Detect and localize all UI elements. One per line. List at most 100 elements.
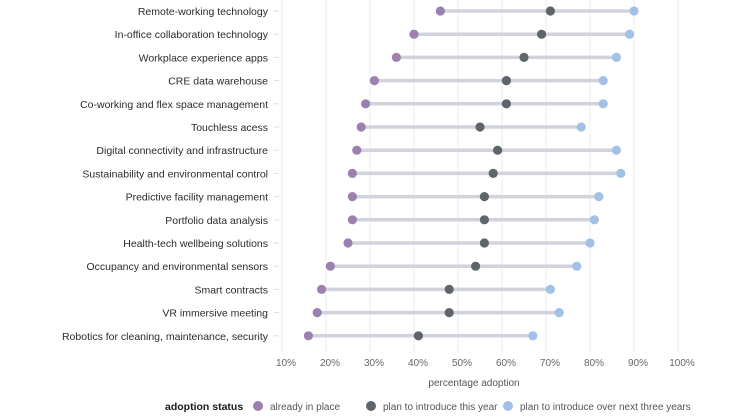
category-label: Health-tech wellbeing solutions	[123, 238, 268, 250]
chart-row: Smart contracts	[194, 284, 556, 296]
dot-plan-three-years	[594, 192, 604, 202]
legend-label: plan to introduce over next three years	[520, 402, 691, 413]
chart-row: Portfolio data analysis	[165, 215, 600, 227]
category-label: Robotics for cleaning, maintenance, secu…	[62, 331, 269, 343]
dot-plan-this-year	[444, 308, 454, 318]
category-label: Touchless acess	[191, 122, 268, 134]
dot-already-in-place	[347, 168, 357, 178]
dot-plan-this-year	[413, 331, 423, 341]
chart-row: In-office collaboration technology	[115, 29, 635, 41]
dot-plan-three-years	[528, 331, 538, 341]
x-tick-label: 20%	[320, 358, 340, 369]
chart-row: Workplace experience apps	[139, 52, 622, 64]
dot-plan-three-years	[545, 284, 556, 294]
x-tick-label: 80%	[584, 358, 604, 369]
legend-dot-icon	[366, 401, 376, 411]
dot-plan-this-year	[475, 122, 485, 132]
x-tick-label: 40%	[408, 358, 428, 369]
dot-plan-this-year	[479, 238, 489, 248]
legend-label: already in place	[270, 402, 341, 413]
dot-already-in-place	[325, 261, 335, 271]
dot-plan-three-years	[625, 29, 635, 39]
chart-row: Robotics for cleaning, maintenance, secu…	[62, 331, 538, 343]
chart-row: Remote-working technology	[138, 6, 639, 18]
dot-plan-this-year	[471, 261, 481, 271]
legend-item-plan-three-years: plan to introduce over next three years	[503, 401, 691, 413]
legend-dot-icon	[503, 401, 513, 411]
dot-plan-this-year	[444, 284, 454, 294]
dot-plan-three-years	[572, 261, 582, 271]
dot-plan-this-year	[545, 6, 556, 16]
dot-plan-three-years	[611, 145, 622, 155]
chart-row: Predictive facility management	[126, 192, 604, 204]
x-axis-title: percentage adoption	[428, 378, 519, 389]
dot-plan-three-years	[616, 168, 626, 178]
dot-plan-this-year	[519, 52, 529, 63]
dot-plan-this-year	[537, 29, 547, 39]
legend-dot-icon	[253, 401, 263, 411]
legend-label: plan to introduce this year	[383, 402, 498, 413]
category-label: Occupancy and environmental sensors	[86, 261, 268, 273]
dot-already-in-place	[303, 331, 313, 341]
category-label: Predictive facility management	[126, 192, 268, 204]
dot-already-in-place	[312, 308, 322, 318]
chart-row: Occupancy and environmental sensors	[86, 261, 582, 273]
dot-plan-three-years	[611, 52, 622, 63]
chart-row: Co-working and flex space management	[80, 99, 608, 111]
x-tick-label: 70%	[540, 358, 560, 369]
dot-already-in-place	[347, 192, 357, 202]
legend-item-already-in-place: already in place	[253, 401, 340, 413]
x-tick-label: 30%	[364, 358, 384, 369]
x-tick-label: 10%	[276, 358, 296, 369]
dot-already-in-place	[343, 238, 353, 248]
dot-plan-this-year	[501, 76, 511, 86]
dot-already-in-place	[352, 145, 362, 155]
dot-already-in-place	[347, 215, 357, 225]
category-label: Portfolio data analysis	[165, 215, 268, 227]
category-label: Digital connectivity and infrastructure	[96, 145, 268, 157]
dot-plan-this-year	[479, 192, 489, 202]
category-label: VR immersive meeting	[162, 308, 268, 320]
dot-already-in-place	[369, 76, 379, 86]
dot-plan-three-years	[629, 6, 639, 16]
dot-already-in-place	[356, 122, 366, 132]
category-label: Workplace experience apps	[139, 52, 268, 64]
x-axis-ticks: 10% 20% 30% 40% 50% 60% 70% 80% 90% 100%	[276, 358, 695, 369]
dot-plan-three-years	[589, 215, 600, 225]
chart-row: Health-tech wellbeing solutions	[123, 238, 595, 250]
legend-item-plan-this-year: plan to introduce this year	[366, 401, 498, 413]
dot-already-in-place	[361, 99, 371, 109]
dot-plan-three-years	[598, 99, 608, 109]
category-label: CRE data warehouse	[168, 76, 268, 88]
dot-plan-three-years	[554, 308, 564, 318]
dot-plan-three-years	[598, 76, 608, 86]
legend: adoption status already in place plan to…	[0, 400, 744, 416]
dot-plan-three-years	[576, 122, 586, 132]
chart-row: Digital connectivity and infrastructure	[96, 145, 622, 157]
dot-already-in-place	[317, 284, 327, 294]
category-label: Remote-working technology	[138, 6, 269, 18]
category-label: Sustainability and environmental control	[82, 168, 268, 180]
x-tick-label: 90%	[628, 358, 648, 369]
dot-plan-this-year	[488, 168, 498, 178]
dot-plan-this-year	[501, 99, 511, 109]
x-tick-label: 50%	[452, 358, 472, 369]
x-tick-label: 100%	[669, 358, 695, 369]
dot-already-in-place	[435, 6, 445, 16]
dot-plan-three-years	[585, 238, 595, 248]
category-label: Co-working and flex space management	[80, 99, 268, 111]
x-tick-label: 60%	[496, 358, 516, 369]
dot-plan-this-year	[493, 145, 503, 155]
chart-row: VR immersive meeting	[162, 308, 564, 320]
chart-rows: Remote-working technology In-office colla…	[62, 6, 639, 343]
chart-row: CRE data warehouse	[168, 76, 608, 88]
legend-title: adoption status	[165, 401, 244, 413]
dot-already-in-place	[391, 52, 401, 63]
chart-row: Sustainability and environmental control	[82, 168, 626, 180]
dot-plan-this-year	[479, 215, 489, 225]
dumbbell-chart: 10% 20% 30% 40% 50% 60% 70% 80% 90% 100% Remote-w…	[62, 0, 695, 389]
category-label: In-office collaboration technology	[115, 29, 269, 41]
dot-already-in-place	[409, 29, 419, 39]
chart-row: Touchless acess	[191, 122, 586, 134]
category-label: Smart contracts	[194, 284, 268, 296]
